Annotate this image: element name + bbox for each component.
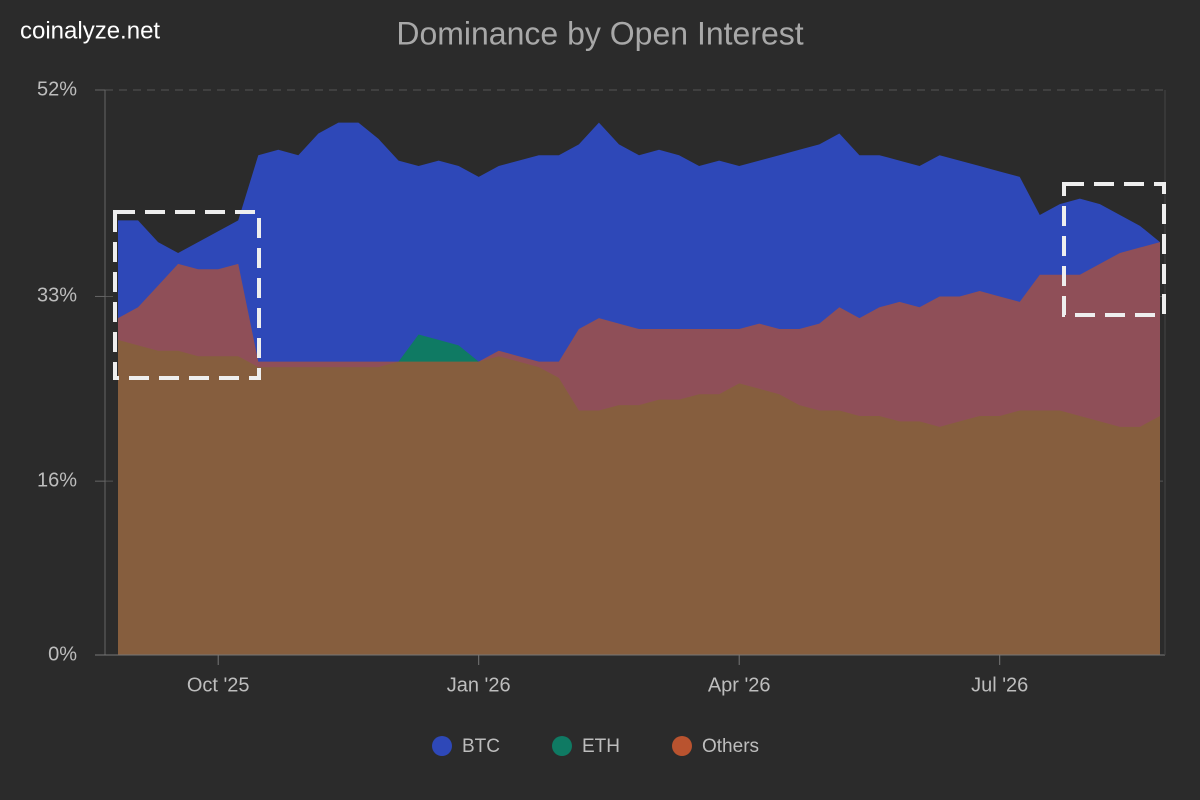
brand: coinalyze.net bbox=[20, 17, 160, 44]
legend-label: BTC bbox=[462, 736, 500, 757]
legend-label: Others bbox=[702, 736, 759, 757]
legend-item: Others bbox=[672, 736, 759, 757]
plot-area: 0% 16% 33% 52% Oct '25 Jan '26 Apr '26 Jul '26 bbox=[37, 78, 1166, 696]
area bbox=[118, 242, 1160, 655]
x-tick-label: Apr '26 bbox=[708, 674, 771, 696]
legend-item: BTC bbox=[432, 736, 500, 757]
legend-swatch bbox=[552, 736, 572, 756]
legend-label: ETH bbox=[582, 736, 620, 757]
y-tick-label: 0% bbox=[48, 643, 77, 665]
y-tick-label: 33% bbox=[37, 285, 77, 307]
y-tick-label: 16% bbox=[37, 469, 77, 491]
x-tick-label: Jan '26 bbox=[447, 674, 511, 696]
highlight-box bbox=[113, 210, 261, 380]
legend-swatch bbox=[432, 736, 452, 756]
highlight-box bbox=[1062, 182, 1166, 317]
chart-title: Dominance by Open Interest bbox=[396, 15, 803, 51]
y-tick-label: 52% bbox=[37, 78, 77, 100]
annotations bbox=[113, 182, 1166, 380]
x-tick-label: Jul '26 bbox=[971, 674, 1028, 696]
x-tick-label: Oct '25 bbox=[187, 674, 250, 696]
legend-item: ETH bbox=[552, 736, 620, 757]
legend-swatch bbox=[672, 736, 692, 756]
